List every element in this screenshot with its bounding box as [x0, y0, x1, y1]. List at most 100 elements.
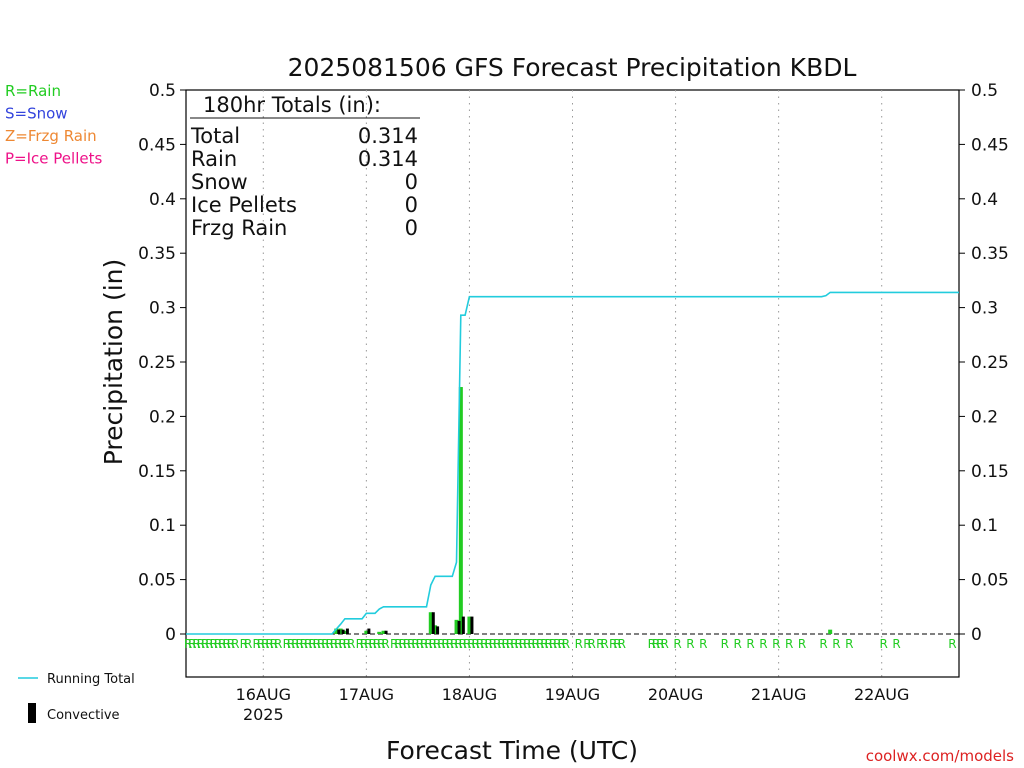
- rain-bar: [458, 387, 463, 634]
- rain-type-mark: R: [489, 637, 497, 651]
- x-tick-label: 16AUG: [236, 685, 291, 704]
- convective-bar: [436, 626, 440, 634]
- y-tick-label-left: 0.3: [149, 299, 176, 319]
- rain-type-mark: R: [433, 637, 441, 651]
- convective-bars: [337, 612, 474, 634]
- convective-bar: [461, 616, 465, 634]
- running-total-path: [186, 291, 959, 635]
- rain-type-mark: R: [446, 637, 454, 651]
- rain-type-mark: R: [798, 637, 806, 651]
- type-legend-item: S=Snow: [5, 105, 68, 123]
- x-tick-label: 22AUG: [854, 685, 909, 704]
- precip-type-legend: R=Rain S=Snow Z=Frzg Rain P=Ice Pellets: [5, 82, 102, 168]
- totals-row-label: Frzg Rain: [191, 216, 287, 240]
- site-credit: coolwx.com/models: [866, 747, 1014, 765]
- running-total-line: [186, 291, 959, 635]
- type-legend-item: R=Rain: [5, 82, 61, 100]
- convective-bar: [457, 620, 461, 634]
- rain-type-mark: R: [467, 637, 475, 651]
- convective-bar: [337, 629, 341, 634]
- rain-type-mark: R: [459, 637, 467, 651]
- y-tick-label-right: 0.05: [971, 571, 1009, 591]
- rain-type-mark: R: [948, 637, 956, 651]
- convective-bar: [470, 616, 474, 634]
- rain-bar: [334, 628, 339, 634]
- y-tick-label-right: 0: [971, 625, 982, 645]
- left-y-axis: 0 0.05 0.1 0.15 0.2 0.25 0.3 0.35 0.4 0.45 0.5: [138, 81, 186, 645]
- rain-type-mark: R: [472, 637, 480, 651]
- rain-bars: [334, 387, 833, 634]
- totals-row-label: Total: [190, 124, 240, 148]
- rain-type-mark: R: [429, 637, 437, 651]
- y-tick-label-right: 0.45: [971, 135, 1009, 155]
- rain-type-mark: R: [845, 637, 853, 651]
- rain-type-mark: R: [880, 637, 888, 651]
- rain-type-mark: R: [480, 637, 488, 651]
- type-legend-item: P=Ice Pellets: [5, 150, 102, 168]
- rain-bar: [454, 619, 459, 634]
- rain-type-mark: R: [205, 637, 213, 651]
- x-gridlines: [186, 90, 959, 677]
- rain-type-mark: R: [403, 637, 411, 651]
- rain-type-mark: R: [287, 637, 295, 651]
- rain-type-mark: R: [772, 637, 780, 651]
- rain-type-mark: R: [231, 637, 239, 651]
- totals-row-value: 0.314: [358, 124, 418, 148]
- rain-type-mark: R: [588, 637, 596, 651]
- rain-type-mark: R: [506, 637, 514, 651]
- rain-type-mark: R: [317, 637, 325, 651]
- totals-row-value: 0: [405, 170, 418, 194]
- rain-type-mark: R: [274, 637, 282, 651]
- rain-type-mark: R: [334, 637, 342, 651]
- totals-row-label: Snow: [191, 170, 248, 194]
- rain-type-mark: R: [240, 637, 248, 651]
- convective-bar: [384, 630, 388, 634]
- rain-type-mark: R: [326, 637, 334, 651]
- rain-type-mark: R: [600, 637, 608, 651]
- rain-type-mark: R: [214, 637, 222, 651]
- rain-type-mark: R: [253, 637, 261, 651]
- rain-type-mark: R: [661, 637, 669, 651]
- convective-bar: [431, 612, 435, 634]
- totals-row-label: Ice Pellets: [191, 193, 297, 217]
- y-tick-label-left: 0.5: [149, 81, 176, 101]
- rain-type-mark: R: [583, 637, 591, 651]
- y-tick-label-left: 0.4: [149, 190, 176, 210]
- rain-type-mark: R: [553, 637, 561, 651]
- y-tick-label-right: 0.25: [971, 353, 1009, 373]
- rain-type-mark: R: [283, 637, 291, 651]
- rain-type-mark: R: [673, 637, 681, 651]
- y-tick-label-right: 0.4: [971, 190, 998, 210]
- rain-type-mark: R: [734, 637, 742, 651]
- chart-title: 2025081506 GFS Forecast Precipitation KB…: [288, 53, 857, 82]
- rain-type-mark: R: [343, 637, 351, 651]
- rain-type-mark: R: [609, 637, 617, 651]
- rain-type-mark: R: [210, 637, 218, 651]
- rain-type-mark: R: [493, 637, 501, 651]
- y-tick-label-left: 0.2: [149, 407, 176, 427]
- rain-type-mark: R: [377, 637, 385, 651]
- rain-type-mark: R: [411, 637, 419, 651]
- totals-row-label: Rain: [191, 147, 237, 171]
- totals-row-value: 0: [405, 193, 418, 217]
- rain-type-mark: R: [399, 637, 407, 651]
- rain-type-mark: R: [360, 637, 368, 651]
- y-tick-label-left: 0.25: [138, 353, 176, 373]
- rain-type-mark: R: [347, 637, 355, 651]
- rain-type-mark: R: [381, 637, 389, 651]
- rain-type-mark: R: [613, 637, 621, 651]
- rain-type-mark: R: [450, 637, 458, 651]
- y-tick-label-right: 0.2: [971, 407, 998, 427]
- rain-bar: [338, 628, 343, 634]
- convective-swatch: [28, 703, 36, 723]
- rain-type-mark: R: [291, 637, 299, 651]
- rain-bar: [433, 625, 438, 634]
- running-total-legend-label: Running Total: [47, 672, 135, 687]
- rain-type-mark: R: [746, 637, 754, 651]
- rain-type-mark: R: [244, 637, 252, 651]
- rain-type-mark: R: [575, 637, 583, 651]
- y-tick-label-right: 0.15: [971, 462, 1009, 482]
- rain-type-mark: R: [407, 637, 415, 651]
- y-tick-label-left: 0.35: [138, 244, 176, 264]
